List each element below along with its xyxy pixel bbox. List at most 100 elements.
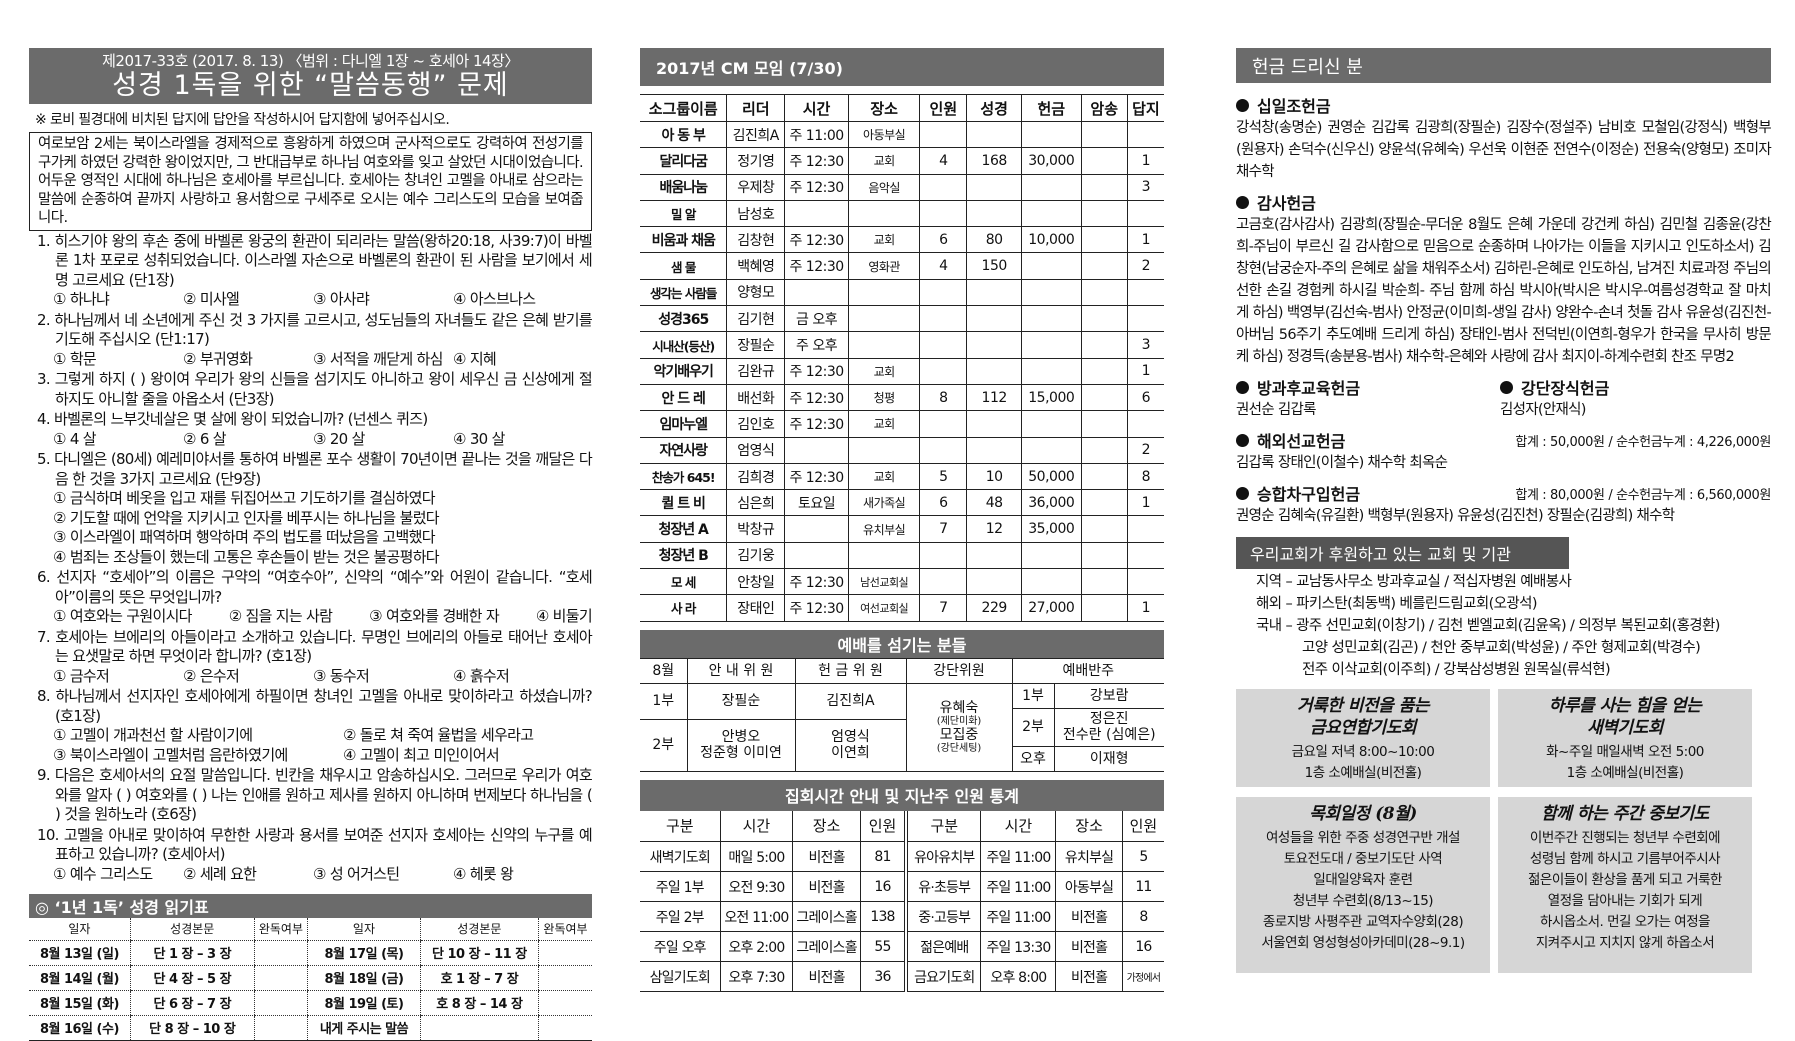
meetings-title: 집회시간 안내 및 지난주 인원 통계 [640, 779, 1164, 811]
meetings-cell: 55 [859, 931, 907, 963]
altar-offering-heading: 강단장식헌금 [1500, 375, 1609, 399]
reading-cell [253, 990, 308, 1016]
meetings-cell: 오후 8:00 [980, 961, 1057, 993]
cm-cell: 김희경 [726, 462, 786, 491]
cm-cell: 아동부실 [848, 120, 921, 149]
cm-cell: 8 [1126, 462, 1164, 491]
meetings-row: 주일 1부 오전 9:30 비전홀 16 유·초등부 주일 11:00 아동부실 11 [640, 871, 1164, 903]
cm-cell [919, 199, 968, 228]
info-line: 젊은이들이 환상을 품게 되고 거룩한 [1528, 872, 1722, 888]
question-option: ① 금식하며 베옷을 입고 재를 뒤집어쓰고 기도하기를 결심하였다 [53, 489, 436, 507]
service-2-ushers: 안병오 정준형 이미연 [686, 718, 796, 772]
cm-cell: 150 [966, 252, 1022, 280]
info-line: 일대일양육자 훈련 [1313, 872, 1413, 888]
cm-cell: 교회 [848, 226, 921, 254]
question-option: ② 세례 요한 [183, 864, 257, 883]
cm-cell: 주 12:30 [784, 226, 850, 254]
afterschool-label: 방과후교육헌금 [1257, 379, 1361, 398]
altar-role-2: (강단세팅) [936, 743, 982, 755]
meetings-cell: 그레이스홀 [792, 901, 861, 933]
question-option: ② 6 살 [183, 429, 227, 448]
question-option: ④ 범죄는 조상들이 했는데 고통은 후손들이 받는 것은 불공평하다 [53, 547, 440, 566]
cm-cell: 50,000 [1020, 462, 1082, 491]
question-item: 2. 하나님께서 네 소년에게 주신 것 3 가지를 고르시고, 성도님들의 자… [29, 310, 593, 370]
cm-cell [1080, 541, 1128, 570]
reading-cell: 8월 18일 (금) [307, 965, 421, 991]
cm-cell [848, 199, 921, 228]
meetings-cell: 주일 13:30 [980, 931, 1057, 963]
cm-cell [1126, 568, 1164, 596]
altar-offering-block: 강단장식헌금 김성자(안재식) [1500, 368, 1609, 421]
column-header: 암송 [1080, 94, 1128, 122]
cm-cell: 10,000 [1020, 226, 1082, 254]
cm-cell [919, 541, 968, 570]
cm-cell [966, 305, 1022, 333]
support-title: 우리교회가 후원하고 있는 교회 및 기관 [1236, 537, 1569, 569]
reading-cell: 단 6 장 – 7 장 [129, 990, 255, 1016]
column-header: 시간 [980, 810, 1057, 843]
altar-cell: 유혜숙 (제단미화) 모집중 (강단세팅) [905, 682, 1013, 772]
info-box: 목회일정 (8월) 여성들을 위한 주중 성경연구반 개설 토요전도대 / 중보기도… [1236, 797, 1490, 973]
question-option: ① 여호와는 구원이시다 [53, 607, 192, 625]
reading-row: 8월 13일 (일) 단 1 장 – 3 장 8월 17일 (목) 단 10 장 – … [29, 940, 592, 966]
title-line: 목회일정 (8월) [1309, 804, 1417, 824]
cm-row: 아 동 부 김진희A 주 11:00 아동부실 [640, 120, 1164, 149]
cm-cell: 3 [1126, 173, 1164, 201]
cm-cell [919, 436, 968, 464]
reading-cell [537, 990, 592, 1016]
cm-cell: 7 [919, 594, 968, 622]
cm-cell: 배움나눔 [640, 173, 728, 201]
meetings-cell: 유치부실 [1055, 841, 1123, 873]
bullet-icon [1236, 486, 1249, 500]
cm-cell [1020, 331, 1082, 359]
bullet-icon [1236, 98, 1249, 112]
cm-cell [966, 331, 1022, 359]
altar-offering-names: 김성자(안재식) [1500, 402, 1586, 418]
cm-cell [784, 278, 850, 307]
cm-cell [784, 436, 850, 464]
question-option: ① 학문 [53, 349, 97, 368]
title-line: 거룩한 비전을 품는 [1297, 696, 1429, 716]
cm-cell [1126, 305, 1164, 333]
cm-cell: 112 [966, 383, 1022, 412]
worship-title: 예배를 섬기는 분들 [640, 629, 1164, 658]
info-line: 이번주간 진행되는 청년부 수련회에 [1529, 830, 1721, 846]
reading-cell: 8월 15일 (화) [29, 990, 131, 1016]
cm-cell: 우제창 [726, 173, 786, 201]
cm-cell [1126, 541, 1164, 570]
thanks-heading: 감사헌금 [1236, 190, 1771, 214]
question-option: ③ 성 어거스틴 [313, 864, 400, 883]
service-1-label: 1부 [640, 682, 688, 720]
worship-table: 8월 안 내 위 원 헌 금 위 원 강단위원 예배반주 1부 장필순 김진희A… [640, 657, 1164, 772]
info-line: 토요전도대 / 중보기도단 사역 [1283, 851, 1443, 867]
meetings-cell: 중·고등부 [904, 901, 982, 933]
question-options: ① 4 살 ② 6 살 ③ 20 살 ④ 30 살 [29, 430, 592, 450]
cm-cell: 48 [966, 489, 1022, 517]
cm-cell: 6 [1126, 383, 1164, 412]
support-line: 국내 – 광주 선민교회(이창기) / 김천 벧엘교회(김윤옥) / 의정부 복… [1256, 618, 1720, 634]
column-header: 완독여부 [253, 918, 308, 941]
cm-cell [1080, 252, 1128, 280]
cm-cell [1080, 331, 1128, 359]
cm-cell: 15,000 [1020, 383, 1082, 412]
cm-cell [1080, 410, 1128, 438]
cm-cell: 아 동 부 [640, 120, 728, 149]
cm-cell: 주 12:30 [784, 357, 850, 385]
question-options: ① 예수 그리스도 ② 세례 요한 ③ 성 어거스틴 ④ 헤롯 왕 [29, 865, 592, 885]
meetings-cell: 주일 11:00 [980, 841, 1057, 873]
meetings-cell: 138 [859, 901, 907, 933]
column-header: 장소 [848, 94, 921, 122]
cm-cell [1126, 278, 1164, 307]
cm-cell [1080, 436, 1128, 464]
reading-cell [253, 1015, 308, 1041]
mission-heading: 해외선교헌금 합계 : 50,000원 / 순수헌금누계 : 4,226,000원 [1236, 428, 1771, 452]
question-option: ③ 아사랴 [313, 290, 370, 308]
cm-cell: 퀼 트 비 [640, 489, 728, 517]
two-offerings: 방과후교육헌금 권선순 김갑록 강단장식헌금 김성자(안재식) [1236, 368, 1771, 421]
cm-cell: 4 [919, 252, 968, 280]
meetings-cell: 오후 7:30 [719, 961, 794, 993]
question-text: 4. 바벨론의 느부갓네살은 몇 살에 왕이 되었습니까? (넌센스 퀴즈) [37, 410, 428, 428]
question-text: 2. 하나님께서 네 소년에게 주신 것 3 가지를 고르시고, 성도님들의 자… [37, 310, 593, 349]
tithe-label: 십일조헌금 [1257, 97, 1331, 116]
question-option: ② 부귀영화 [183, 349, 253, 368]
